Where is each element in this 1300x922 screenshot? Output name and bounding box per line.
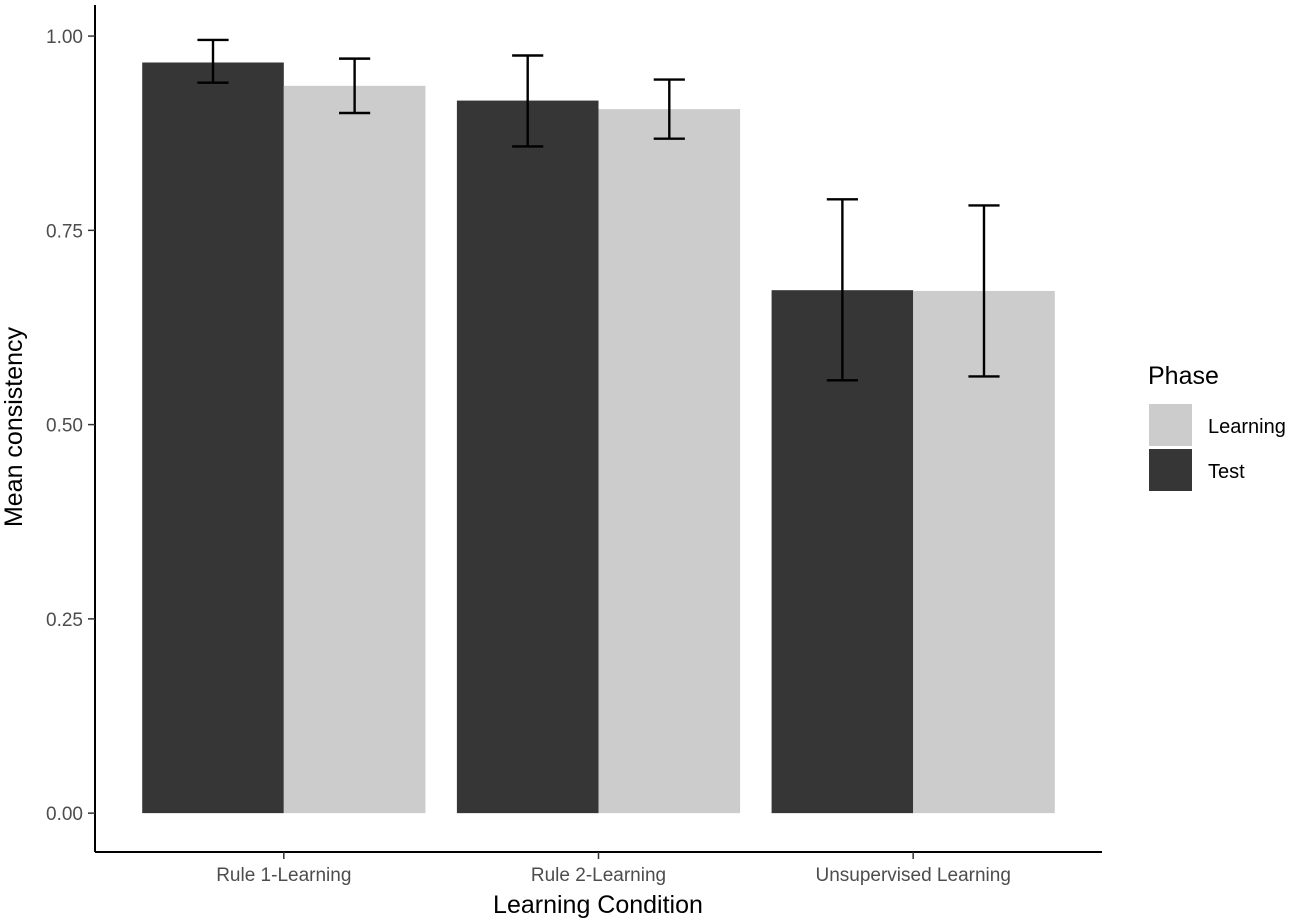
- bar-learning-1: [283, 85, 426, 814]
- bar-learning-3: [913, 290, 1055, 814]
- error-bar-test-2: [512, 54, 544, 148]
- y-tick-label: 1.00: [46, 27, 83, 48]
- y-tick-label: 0.00: [46, 804, 83, 825]
- y-tick-label: 0.50: [46, 416, 83, 437]
- y-tick-label: 0.25: [46, 610, 83, 631]
- x-tick-label: Rule 2-Learning: [531, 865, 666, 886]
- legend: Phase Learning Test: [1148, 362, 1286, 491]
- error-bar-test-1: [197, 38, 229, 84]
- error-bar-learning-2: [653, 78, 685, 140]
- bar-test-2: [456, 100, 599, 814]
- x-axis-title: Learning Condition: [493, 891, 703, 919]
- legend-title: Phase: [1148, 362, 1219, 390]
- legend-label-learning: Learning: [1208, 416, 1286, 438]
- y-tick-label: 0.75: [46, 221, 83, 242]
- error-bar-learning-1: [339, 57, 371, 115]
- bar-test-1: [142, 62, 284, 814]
- x-ticks: Rule 1-Learning Rule 2-Learning Unsupervis…: [216, 852, 1011, 886]
- legend-label-test: Test: [1208, 461, 1245, 483]
- error-bar-test-3: [826, 198, 858, 382]
- error-bars-layer: [197, 38, 1000, 382]
- y-ticks: 0.00 0.25 0.50 0.75 1.00: [46, 27, 95, 825]
- legend-swatch-learning: [1149, 404, 1192, 446]
- x-tick-label: Rule 1-Learning: [216, 865, 351, 886]
- bar-learning-2: [598, 109, 741, 814]
- x-tick-label: Unsupervised Learning: [815, 865, 1010, 886]
- bars-layer: [142, 62, 1055, 814]
- legend-swatch-test: [1149, 449, 1192, 491]
- y-axis-title: Mean consistency: [0, 326, 28, 527]
- error-bar-learning-3: [968, 204, 1000, 378]
